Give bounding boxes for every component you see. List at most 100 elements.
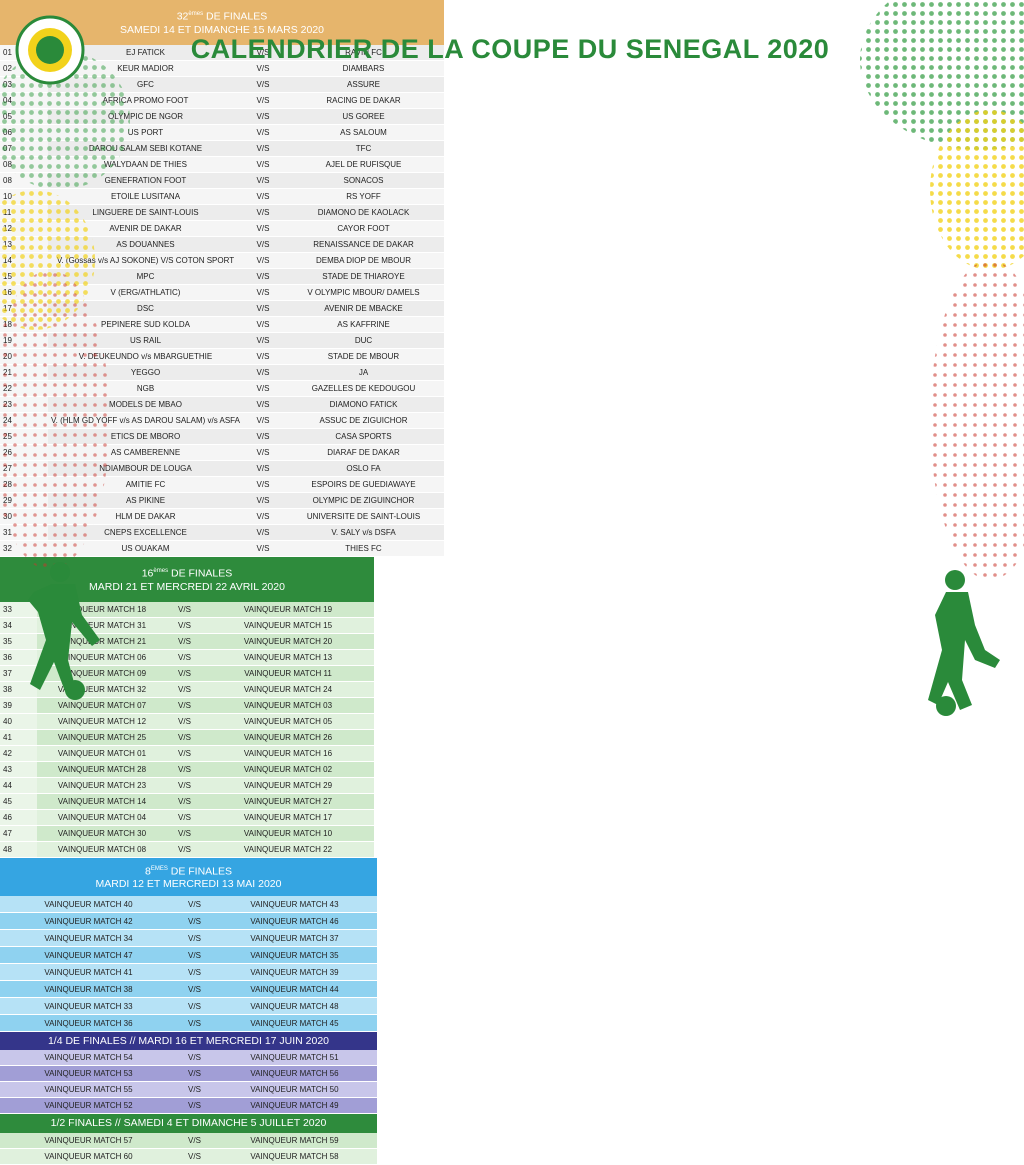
- match-row: VAINQUEUR MATCH 53 V/S VAINQUEUR MATCH 56: [0, 1066, 377, 1082]
- home-team: US RAIL: [129, 336, 162, 345]
- away-team: VAINQUEUR MATCH 50: [250, 1085, 339, 1094]
- versus: V/S: [178, 605, 191, 614]
- match-number: 44: [0, 778, 37, 793]
- home-team: HLM DE DAKAR: [115, 512, 176, 521]
- home-team: VAINQUEUR MATCH 18: [57, 605, 147, 614]
- round-name: DE FINALES: [206, 10, 268, 23]
- away-team: VAINQUEUR MATCH 11: [244, 669, 332, 678]
- round-date: SAMEDI 14 ET DIMANCHE 15 MARS 2020: [119, 23, 325, 36]
- section-semi-finals: 1/2 FINALES // SAMEDI 4 ET DIMANCHE 5 JU…: [0, 1114, 377, 1165]
- versus: V/S: [256, 384, 270, 393]
- home-team: VAINQUEUR MATCH 41: [44, 967, 133, 977]
- match-row: VAINQUEUR MATCH 34 V/S VAINQUEUR MATCH 37: [0, 930, 377, 947]
- home-team: US OUAKAM: [121, 544, 170, 553]
- away-team: VAINQUEUR MATCH 58: [250, 1152, 339, 1161]
- home-team: VAINQUEUR MATCH 09: [57, 669, 147, 678]
- round-number: 16: [141, 567, 154, 580]
- away-team: VAINQUEUR MATCH 19: [243, 605, 333, 614]
- match-row: 37 VAINQUEUR MATCH 09 V/S VAINQUEUR MATCH 1…: [0, 666, 374, 682]
- versus: V/S: [188, 1001, 201, 1011]
- home-team: US PORT: [127, 128, 164, 137]
- section-header: 8EMES DE FINALES MARDI 12 ET MERCREDI 13 …: [0, 858, 377, 896]
- away-team: ESPOIRS DE GUEDIAWAYE: [311, 480, 416, 489]
- versus: V/S: [256, 336, 270, 345]
- away-team: VAINQUEUR MATCH 24: [243, 685, 333, 694]
- round-suffix: èmes: [153, 568, 169, 575]
- match-row: 38 VAINQUEUR MATCH 32 V/S VAINQUEUR MATCH 2…: [0, 682, 374, 698]
- versus: V/S: [188, 933, 201, 943]
- away-team: DIARAF DE DAKAR: [327, 448, 400, 457]
- versus: V/S: [188, 916, 201, 926]
- home-team: VAINQUEUR MATCH 14: [57, 797, 147, 806]
- match-number: 36: [0, 650, 37, 665]
- home-team: VAINQUEUR MATCH 53: [44, 1069, 133, 1078]
- match-row: VAINQUEUR MATCH 60 V/S VAINQUEUR MATCH 58: [0, 1149, 377, 1165]
- round-title: 1/2 FINALES // SAMEDI 4 ET DIMANCHE 5 JU…: [50, 1117, 327, 1129]
- versus: V/S: [256, 368, 270, 377]
- versus: V/S: [256, 320, 270, 329]
- versus: V/S: [178, 621, 191, 630]
- away-team: US GOREE: [342, 112, 385, 121]
- away-team: VAINQUEUR MATCH 15: [243, 621, 333, 630]
- versus: V/S: [256, 192, 270, 201]
- away-team: ASSURE: [347, 80, 380, 89]
- match-row: VAINQUEUR MATCH 38 V/S VAINQUEUR MATCH 44: [0, 981, 377, 998]
- round-date: MARDI 21 ET MERCREDI 22 AVRIL 2020: [89, 580, 285, 593]
- versus: V/S: [178, 829, 191, 838]
- versus: V/S: [256, 544, 270, 553]
- away-team: DIAMBARS: [342, 64, 385, 73]
- versus: V/S: [256, 272, 270, 281]
- match-number: 41: [0, 730, 37, 745]
- away-team: OSLO FA: [346, 464, 381, 473]
- away-team: VAINQUEUR MATCH 48: [250, 1001, 339, 1011]
- away-team: AS SALOUM: [340, 128, 387, 137]
- versus: V/S: [256, 512, 270, 521]
- match-number: 33: [0, 602, 37, 617]
- round-name: DE FINALES: [170, 865, 233, 878]
- home-team: VAINQUEUR MATCH 06: [57, 653, 147, 662]
- match-number: 34: [0, 618, 37, 633]
- match-row: VAINQUEUR MATCH 36 V/S VAINQUEUR MATCH 45: [0, 1015, 377, 1032]
- match-row: 34 VAINQUEUR MATCH 31 V/S VAINQUEUR MATCH 1…: [0, 618, 374, 634]
- versus: V/S: [256, 304, 270, 313]
- match-row: VAINQUEUR MATCH 57 V/S VAINQUEUR MATCH 59: [0, 1133, 377, 1149]
- versus: V/S: [178, 653, 191, 662]
- home-team: OLYMPIC DE NGOR: [108, 112, 183, 121]
- away-team: VAINQUEUR MATCH 20: [243, 637, 333, 646]
- versus: V/S: [256, 416, 270, 425]
- round-name: DE FINALES: [171, 567, 233, 580]
- home-team: VAINQUEUR MATCH 36: [44, 1018, 133, 1028]
- versus: V/S: [256, 128, 270, 137]
- away-team: VAINQUEUR MATCH 02: [243, 765, 333, 774]
- home-team: DSC: [137, 304, 154, 313]
- round-number: 32: [176, 10, 189, 23]
- home-team: VAINQUEUR MATCH 57: [44, 1136, 133, 1145]
- away-team: RS YOFF: [346, 192, 381, 201]
- away-team: VAINQUEUR MATCH 13: [243, 653, 333, 662]
- away-team: OLYMPIC DE ZIGUINCHOR: [312, 496, 415, 505]
- versus: V/S: [188, 1101, 201, 1110]
- match-row: 33 VAINQUEUR MATCH 18 V/S VAINQUEUR MATCH 1…: [0, 602, 374, 618]
- match-row: VAINQUEUR MATCH 33 V/S VAINQUEUR MATCH 48: [0, 998, 377, 1015]
- match-row: VAINQUEUR MATCH 40 V/S VAINQUEUR MATCH 43: [0, 896, 377, 913]
- home-team: AS CAMBERENNE: [110, 448, 181, 457]
- versus: V/S: [178, 717, 191, 726]
- away-team: UNIVERSITE DE SAINT-LOUIS: [306, 512, 421, 521]
- versus: V/S: [178, 797, 191, 806]
- round-title: 32èmes DE FINALES: [0, 8, 444, 24]
- match-number: 46: [0, 810, 37, 825]
- away-team: DEMBA DIOP DE MBOUR: [316, 256, 411, 265]
- versus: V/S: [256, 496, 270, 505]
- away-team: VAINQUEUR MATCH 43: [250, 899, 339, 909]
- versus: V/S: [256, 64, 270, 73]
- versus: V/S: [256, 240, 270, 249]
- home-team: ETICS DE MBORO: [110, 432, 181, 441]
- away-team: CASA SPORTS: [335, 432, 392, 441]
- away-team: AS KAFFRINE: [337, 320, 390, 329]
- home-team: VAINQUEUR MATCH 55: [44, 1085, 133, 1094]
- versus: V/S: [188, 1085, 201, 1094]
- round-title: 16èmes DE FINALES: [0, 565, 374, 581]
- home-team: GENEFRATION FOOT: [104, 176, 187, 185]
- home-team: CNEPS EXCELLENCE: [104, 528, 187, 537]
- versus: V/S: [256, 96, 270, 105]
